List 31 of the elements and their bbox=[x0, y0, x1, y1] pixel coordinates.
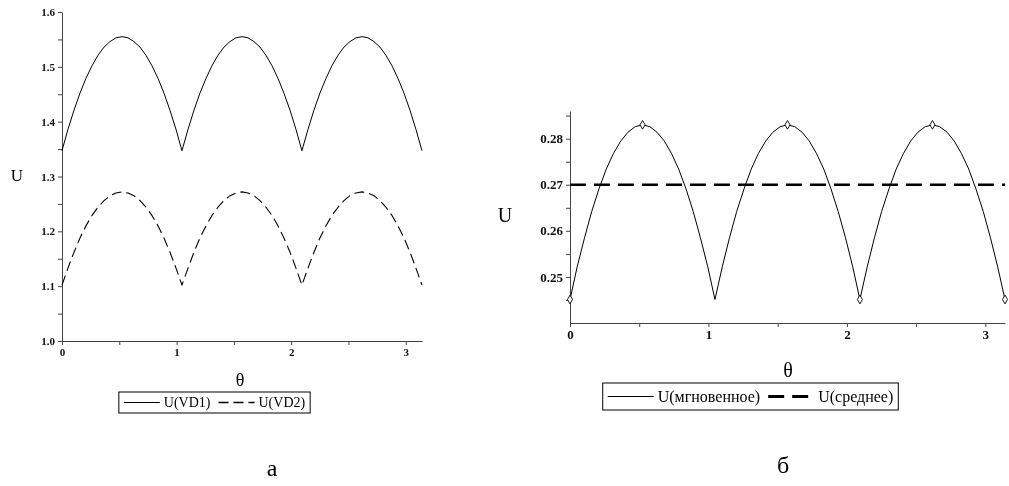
y-tick-label: 1.0 bbox=[41, 335, 56, 348]
x-axis-title: θ bbox=[235, 370, 245, 391]
x-tick-label: 3 bbox=[403, 345, 410, 358]
x-tick-label: 0 bbox=[59, 345, 66, 358]
legend-label: U(среднее) bbox=[818, 388, 894, 406]
y-tick-label: 0.27 bbox=[540, 177, 564, 193]
y-tick-label: 0.25 bbox=[540, 269, 564, 285]
x-tick-label: 1 bbox=[174, 345, 180, 358]
y-tick-label: 0.26 bbox=[540, 223, 564, 239]
x-tick-label: 1 bbox=[705, 327, 713, 343]
y-axis-title: U bbox=[497, 203, 513, 226]
y-tick-label: 1.4 bbox=[41, 115, 56, 128]
legend-label: U(VD1) bbox=[163, 395, 211, 411]
x-tick-label: 2 bbox=[288, 345, 295, 358]
text: б bbox=[776, 451, 790, 478]
y-tick-label: 1.2 bbox=[41, 225, 56, 238]
line-series bbox=[61, 191, 423, 286]
y-tick-label: 1.3 bbox=[41, 170, 56, 183]
legend-label: U(VD2) bbox=[258, 395, 306, 411]
x-axis-title: θ bbox=[783, 358, 793, 381]
legend-label: U(мгновенное) bbox=[657, 388, 761, 406]
y-tick-label: 0.28 bbox=[540, 131, 564, 147]
y-tick-label: 1.5 bbox=[41, 60, 56, 73]
y-axis-title: U bbox=[10, 165, 24, 185]
y-tick-label: 1.6 bbox=[41, 6, 56, 19]
x-tick-label: 0 bbox=[567, 327, 574, 343]
text: а bbox=[266, 454, 278, 481]
x-tick-label: 2 bbox=[844, 327, 851, 343]
line-series bbox=[61, 36, 423, 152]
y-tick-label: 1.1 bbox=[41, 280, 55, 293]
x-tick-label: 3 bbox=[982, 327, 990, 343]
